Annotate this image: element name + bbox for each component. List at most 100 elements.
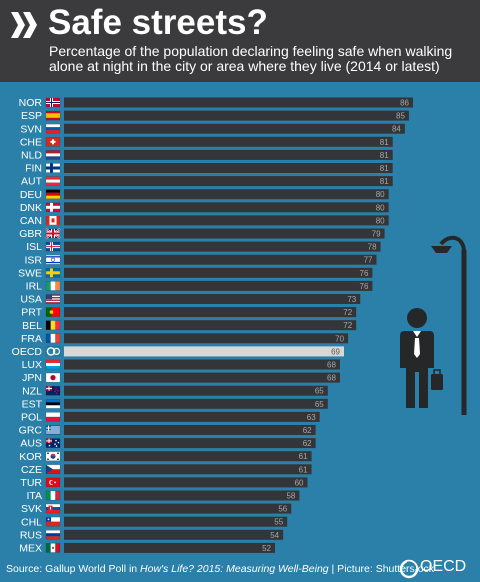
bar-value-label: 81	[380, 177, 389, 186]
bar	[64, 333, 349, 344]
chart-row: FRA 70	[21, 333, 349, 345]
country-label: EST	[22, 398, 43, 410]
chart-row: GBR 79	[19, 228, 385, 240]
bar	[64, 529, 284, 540]
chart-row: NLD 81	[21, 150, 393, 162]
country-label: USA	[20, 294, 42, 306]
country-flag-icon	[45, 268, 61, 278]
bar-value-label: 65	[315, 400, 324, 409]
bar-value-label: 81	[380, 164, 389, 173]
chart-row: LUX 68	[22, 359, 340, 371]
country-label: IRL	[26, 281, 43, 293]
country-label: AUT	[21, 176, 43, 188]
country-flag-icon	[45, 438, 61, 448]
bar	[64, 359, 340, 370]
chart-row: OECD 69	[12, 346, 345, 358]
country-label: MEX	[19, 543, 42, 555]
country-flag-icon	[45, 294, 61, 304]
bar	[64, 307, 357, 318]
country-flag-icon	[45, 189, 61, 199]
country-flag-icon	[45, 477, 61, 488]
chart-row: CHL 55	[21, 516, 288, 528]
country-flag-icon	[45, 137, 61, 147]
chart-row: CAN 80	[20, 215, 389, 227]
country-flag-icon	[45, 372, 61, 383]
country-label: JPN	[22, 372, 42, 384]
bar-value-label: 77	[364, 256, 373, 265]
chart-row: GRC 62	[19, 425, 316, 437]
bar-value-label: 52	[262, 544, 271, 553]
country-flag-icon	[45, 241, 61, 252]
country-flag-icon	[45, 399, 61, 409]
bar-value-label: 79	[372, 230, 381, 239]
bar-value-label: 58	[286, 492, 295, 501]
country-label: SWE	[18, 267, 42, 279]
page-subtitle: Percentage of the population declaring f…	[49, 43, 453, 74]
chart-row: BEL 72	[22, 320, 357, 332]
country-label: OECD	[12, 346, 43, 358]
bar	[64, 490, 300, 501]
country-flag-icon	[45, 110, 61, 121]
page-title: Safe streets?	[48, 3, 268, 42]
country-label: GRC	[19, 425, 43, 437]
country-label: FRA	[21, 333, 42, 345]
bar	[64, 438, 316, 449]
chart-row: DNK 80	[20, 202, 389, 214]
bar	[64, 189, 389, 200]
bar	[64, 202, 389, 213]
source-publication-title: How's Life? 2015: Measuring Well-Being	[140, 563, 329, 575]
country-label: RUS	[20, 529, 42, 541]
source-suffix: | Picture: Shutterstock	[328, 563, 435, 575]
bar-value-label: 72	[343, 321, 352, 330]
country-label: GBR	[19, 228, 42, 240]
chart-row: ITA 58	[26, 490, 300, 502]
country-flag-icon	[45, 451, 61, 461]
bar-value-label: 73	[347, 295, 356, 304]
country-label: ITA	[26, 490, 42, 502]
bar-value-label: 54	[270, 531, 279, 540]
country-label: NZL	[22, 385, 42, 397]
bar	[64, 346, 345, 357]
bar-value-label: 68	[327, 374, 336, 383]
country-flag-icon	[45, 490, 61, 501]
country-label: NOR	[19, 97, 43, 109]
chart-row: PRT 72	[21, 307, 357, 319]
bar-value-label: 76	[360, 269, 369, 278]
oecd-circle-icon	[399, 559, 419, 579]
chart-row: NOR 86	[19, 97, 413, 109]
bar-value-label: 55	[274, 518, 283, 527]
country-label: AUS	[20, 438, 42, 450]
chart-row: AUS 62	[20, 438, 316, 450]
bar	[64, 398, 328, 409]
bar	[64, 516, 288, 527]
chart-row: TUR 60	[20, 477, 308, 489]
chart-row: ISR 77	[24, 254, 377, 266]
chart-row: ISL 78	[26, 241, 381, 253]
bar	[64, 241, 381, 252]
bar-value-label: 69	[331, 347, 340, 356]
country-flag-icon	[45, 202, 61, 213]
chart-row: EST 65	[22, 398, 328, 410]
country-flag-icon	[45, 385, 61, 396]
chart-row: NZL 65	[22, 385, 328, 397]
country-flag-icon	[45, 228, 61, 239]
country-label: KOR	[19, 451, 42, 463]
country-label: FIN	[25, 163, 42, 175]
country-flag-icon	[45, 320, 61, 330]
country-flag-icon	[45, 412, 61, 422]
source-prefix: Source: Gallup World Poll in	[6, 563, 141, 575]
country-label: BEL	[22, 320, 42, 332]
bar	[64, 280, 373, 291]
chart-row: KOR 61	[19, 451, 312, 463]
chart-row: JPN 68	[22, 372, 340, 384]
chart-row: AUT 81	[21, 176, 393, 188]
bar-value-label: 70	[335, 334, 344, 343]
header: Safe streets? Percentage of the populati…	[0, 0, 480, 82]
bar	[64, 294, 361, 304]
country-flag-icon	[45, 281, 61, 291]
country-flag-icon	[45, 530, 61, 540]
bar	[64, 425, 316, 435]
chart-row: ESP 85	[21, 110, 409, 122]
country-label: TUR	[20, 477, 42, 489]
country-flag-icon	[45, 346, 61, 357]
